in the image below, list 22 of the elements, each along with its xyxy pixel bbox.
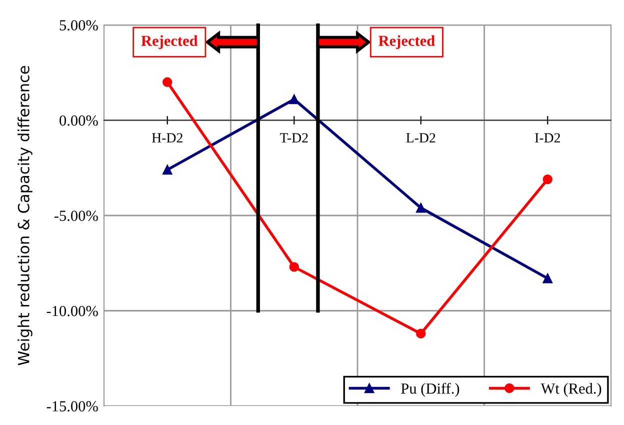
point bbox=[162, 164, 172, 175]
y-tick-label: 0.00% bbox=[60, 115, 98, 126]
x-tick-label: H-D2 bbox=[152, 133, 182, 142]
point bbox=[162, 77, 172, 88]
legend-label: Wt (Red.) bbox=[540, 382, 602, 397]
point bbox=[289, 262, 299, 272]
y-tick-label: -15.00% bbox=[46, 401, 98, 412]
point bbox=[542, 274, 552, 284]
y-axis-title: Weight reduction & Capacity difference bbox=[18, 66, 32, 366]
y-tick-label: -10.00% bbox=[46, 306, 98, 316]
point bbox=[542, 174, 552, 184]
y-tick-label: 5.00% bbox=[60, 20, 98, 31]
point bbox=[289, 94, 299, 104]
annotation: Rejected bbox=[141, 35, 198, 50]
legend-label: Pu (Diff.) bbox=[401, 382, 460, 397]
x-tick-label: I-D2 bbox=[535, 133, 560, 142]
y-tick-label: -5.00% bbox=[54, 210, 98, 222]
x-tick-label: L-D2 bbox=[406, 133, 436, 142]
x-tick-label: T-D2 bbox=[280, 133, 308, 142]
point bbox=[416, 328, 426, 338]
annotation: Rejected bbox=[378, 35, 435, 50]
point bbox=[416, 203, 426, 213]
